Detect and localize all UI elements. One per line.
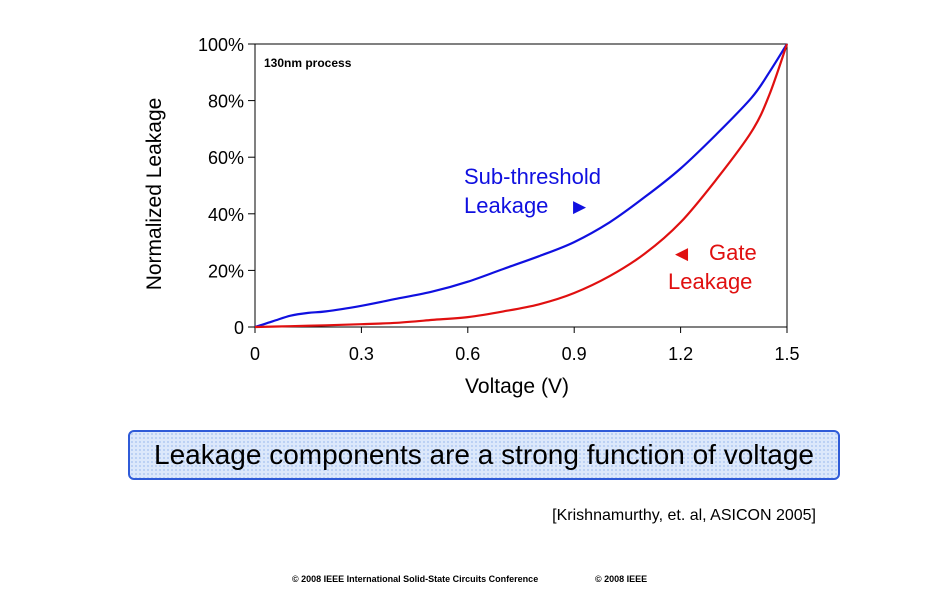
gate-leakage-line [254,43,789,329]
annotation-process: 130nm process [264,56,352,70]
y-tick-label: 20% [208,261,244,281]
x-tick-label: 1.2 [668,344,693,364]
key-message-callout: Leakage components are a strong function… [128,430,840,480]
y-tick-label: 0 [234,318,244,338]
footer-copyright: © 2008 IEEE [595,574,648,584]
subthreshold-arrow-icon: ▶ [573,197,587,216]
subthreshold-leakage-line [254,43,788,329]
gate-label-line2: Leakage [668,269,752,294]
subthreshold-label-line1: Sub-threshold [464,164,601,189]
x-axis: 0 0.3 0.6 0.9 1.2 1.5 [250,327,800,364]
callout-text: Leakage components are a strong function… [154,439,814,470]
x-axis-title: Voltage (V) [465,375,569,398]
gate-arrow-icon: ◀ [675,244,689,263]
y-tick-label: 100% [198,35,244,55]
y-axis: 0 20% 40% 60% 80% 100% [198,35,255,338]
x-tick-label: 0 [250,344,260,364]
subthreshold-label-line2: Leakage [464,193,548,218]
x-tick-label: 0.3 [349,344,374,364]
y-tick-label: 40% [208,205,244,225]
x-tick-label: 0.9 [562,344,587,364]
x-tick-label: 1.5 [774,344,799,364]
footer-conference: © 2008 IEEE International Solid-State Ci… [292,574,539,584]
y-axis-title: Normalized Leakage [143,98,166,291]
plot-area-frame [254,43,788,328]
citation: [Krishnamurthy, et. al, ASICON 2005] [552,507,816,524]
y-tick-label: 60% [208,148,244,168]
y-tick-label: 80% [208,92,244,112]
x-tick-label: 0.6 [455,344,480,364]
leakage-voltage-chart: 0 0.3 0.6 0.9 1.2 1.5 0 20% 40% 60% 80% 100% 130nm… [143,35,800,398]
series-lines [254,43,789,329]
gate-label-line1: Gate [709,240,757,265]
